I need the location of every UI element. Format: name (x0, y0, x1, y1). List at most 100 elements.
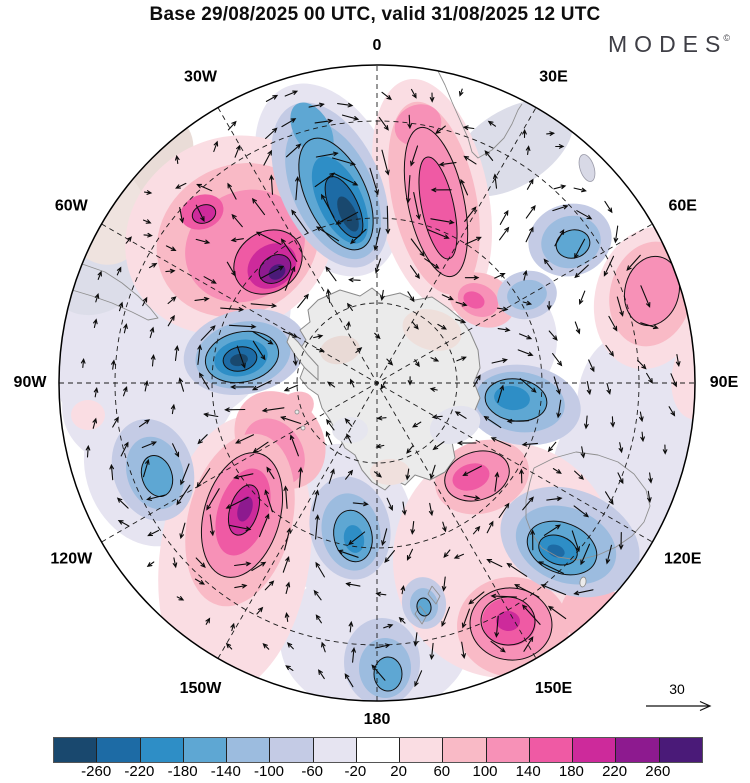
wind-vector (269, 174, 274, 195)
wind-vector (430, 187, 452, 193)
wind-vector (230, 237, 244, 243)
wind-vector (490, 437, 512, 447)
wind-vector (195, 557, 206, 568)
wind-vector (410, 238, 425, 257)
lon-label-120W: 120W (50, 551, 93, 568)
wind-vector (167, 314, 175, 327)
wind-vector (525, 204, 536, 219)
wind-vector (348, 620, 354, 633)
wind-vector (463, 155, 477, 165)
wind-vector (398, 617, 406, 624)
wind-vector (194, 296, 210, 302)
wind-vector (225, 642, 233, 650)
wind-vector (584, 415, 589, 430)
wind-vector (626, 254, 641, 271)
wind-vector (522, 128, 527, 139)
colorbar-tick-label: 220 (602, 763, 628, 780)
wind-vector (350, 228, 367, 245)
wind-vector (251, 380, 272, 391)
wind-vector (588, 359, 595, 373)
wind-vector (314, 118, 334, 124)
wind-vector (109, 463, 115, 481)
wind-vector (574, 264, 589, 279)
lon-label-30E: 30E (539, 69, 568, 86)
wind-vector (608, 315, 618, 332)
wind-vector (167, 296, 177, 305)
anomaly-shading-blob (452, 463, 490, 491)
wind-vector (605, 544, 613, 565)
wind-vector (266, 466, 275, 480)
wind-vector (548, 330, 558, 341)
wind-vector (494, 615, 500, 638)
wind-vector (150, 354, 156, 367)
wind-vector (178, 377, 185, 392)
wind-vector (647, 490, 652, 503)
wind-vector (617, 472, 624, 485)
lon-label-0: 0 (373, 37, 382, 54)
colorbar-tick-label: -100 (253, 763, 285, 780)
coastline (59, 257, 159, 321)
colorbar-cell (356, 738, 401, 762)
wind-vector (346, 433, 352, 444)
wind-vector (438, 161, 457, 167)
wind-vector (374, 332, 381, 340)
wind-vector (506, 418, 530, 424)
wind-vector (578, 290, 586, 306)
wind-vector (371, 664, 386, 681)
wind-vector (317, 669, 325, 680)
wind-vector (555, 144, 565, 149)
wind-vector (547, 605, 567, 620)
wind-vector (233, 473, 254, 480)
wind-vector (412, 421, 422, 428)
colorbar-tick-label: 260 (645, 763, 671, 780)
wind-vector (172, 557, 178, 569)
wind-vector (196, 183, 213, 192)
wind-vector (543, 524, 561, 536)
wind-vector (514, 584, 540, 598)
wind-vector (255, 231, 282, 245)
wind-vector (547, 441, 557, 453)
wind-vector (456, 440, 477, 446)
wind-vector (487, 120, 497, 127)
wind-vector (234, 144, 241, 158)
wind-vector (197, 434, 208, 445)
wind-vector (251, 561, 267, 572)
wind-vector (209, 514, 215, 537)
wind-vector (369, 167, 379, 196)
wind-vector (429, 387, 438, 392)
wind-vector (284, 527, 292, 551)
wind-vector (538, 561, 564, 574)
wind-vector (464, 236, 482, 245)
wind-vector (613, 225, 619, 244)
wind-vector (251, 197, 266, 216)
wind-vector (494, 273, 506, 279)
wind-vector (280, 238, 298, 262)
wind-vector (546, 131, 556, 136)
anomaly-shading-blob (237, 496, 253, 522)
wind-vector (344, 418, 353, 427)
wind-vector (282, 330, 299, 338)
contour-line (418, 156, 458, 260)
wind-vector (640, 431, 645, 443)
wind-vector (284, 90, 299, 97)
wind-vector (286, 642, 294, 650)
wind-vector (461, 608, 471, 629)
wind-vector (490, 640, 506, 653)
wind-vector (256, 606, 264, 615)
wind-vector (525, 145, 531, 156)
wind-vector (546, 496, 563, 502)
wind-vector (662, 444, 668, 455)
wind-vector (228, 324, 257, 329)
wind-vector (326, 381, 336, 388)
wind-vector (573, 187, 587, 193)
colorbar-tick-label: -260 (81, 763, 112, 780)
wind-vector (175, 182, 187, 189)
wind-vector (646, 372, 653, 384)
anomaly-shading-blob (416, 598, 432, 616)
wind-vector (85, 444, 91, 458)
lon-label-90E: 90E (710, 374, 739, 391)
wind-vector (234, 561, 252, 567)
contour-line (538, 534, 578, 566)
colorbar-tick-label: -140 (210, 763, 241, 780)
wind-vector (454, 318, 467, 324)
